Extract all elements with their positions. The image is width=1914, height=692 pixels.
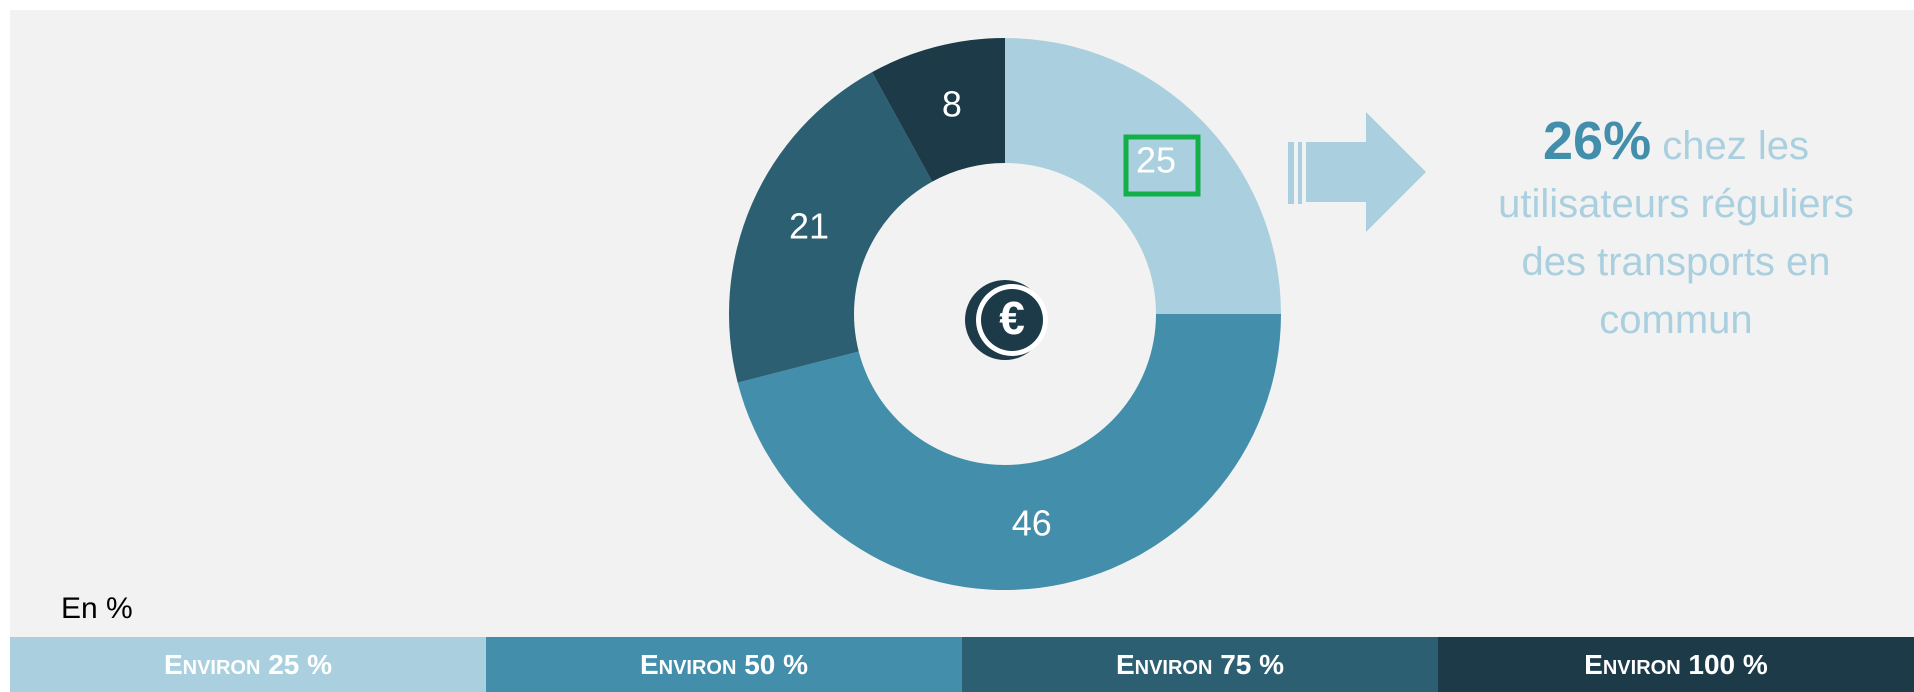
slice: [872, 38, 1005, 182]
data-label: 25: [1136, 140, 1176, 181]
unit-note: En %: [61, 592, 133, 625]
arrow: [1288, 112, 1426, 232]
svg-text:€: €: [999, 292, 1025, 344]
highlight-box: [1123, 134, 1201, 197]
legend-item: Environ 25 %: [10, 637, 486, 692]
slice: [737, 314, 1281, 591]
annotation-highlight: 26%: [1543, 111, 1652, 171]
data-label: 46: [1012, 502, 1052, 543]
slice: [1005, 38, 1281, 314]
legend-item: Environ 75 %: [962, 637, 1438, 692]
data-label: 8: [942, 84, 962, 125]
legend: Environ 25 % Environ 50 % Environ 75 % Envi…: [10, 637, 1914, 692]
annotation-text: chez les utilisateurs réguliers des tran…: [1498, 124, 1854, 342]
legend-item: Environ 100 %: [1438, 637, 1914, 692]
coin-icon: €: [965, 280, 1048, 360]
legend-item: Environ 50 %: [486, 637, 962, 692]
data-label: 21: [789, 206, 829, 247]
annotation: 26% chez les utilisateurs réguliers des …: [1466, 112, 1886, 349]
slice: [729, 72, 933, 383]
